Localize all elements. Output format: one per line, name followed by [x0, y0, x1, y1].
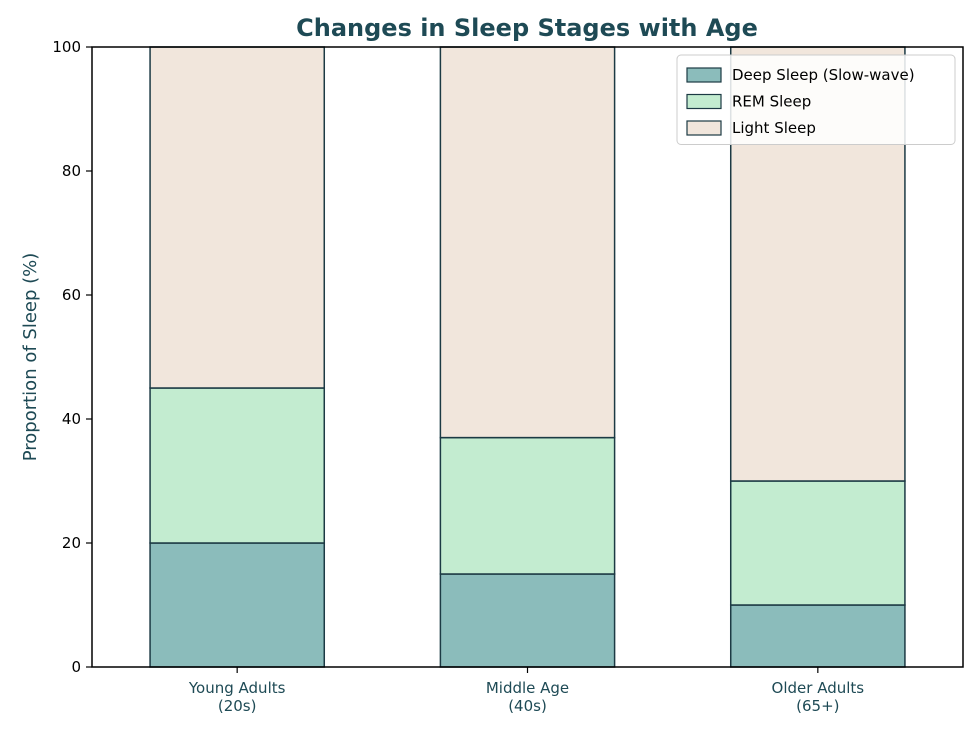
legend: Deep Sleep (Slow-wave) REM Sleep Light Sle… — [676, 54, 956, 145]
y-tick-label-0: 0 — [71, 658, 81, 676]
legend-label-0: Deep Sleep (Slow-wave) — [732, 66, 915, 84]
legend-swatch-2 — [686, 120, 722, 136]
x-tick-label-2: Older Adults (65+) — [772, 679, 865, 715]
bar-0-1 — [439, 573, 616, 668]
x-tick-label-0: Young Adults (20s) — [188, 679, 286, 715]
legend-label-1: REM Sleep — [732, 93, 811, 111]
bar-1-2 — [729, 480, 906, 606]
y-tick-label-4: 80 — [62, 162, 81, 180]
bar-0-2 — [729, 604, 906, 668]
bar-0-0 — [149, 542, 326, 668]
bar-2-1 — [439, 46, 616, 439]
legend-frame — [676, 54, 956, 145]
x-tick-label-1: Middle Age (40s) — [486, 679, 569, 715]
bars — [149, 46, 906, 668]
x-axis-ticks: Young Adults (20s) Middle Age (40s) Older Ad… — [188, 667, 864, 715]
y-tick-label-2: 40 — [62, 410, 81, 428]
bar-1-1 — [439, 436, 616, 575]
y-tick-label-3: 60 — [62, 286, 81, 304]
legend-swatch-0 — [686, 67, 722, 83]
bar-1-0 — [149, 387, 326, 544]
legend-label-2: Light Sleep — [732, 119, 816, 137]
y-axis-ticks: 0 20 40 60 80 100 — [52, 38, 92, 676]
y-tick-label-1: 20 — [62, 534, 81, 552]
y-axis-label: Proportion of Sleep (%) — [20, 253, 41, 462]
bar-2-0 — [149, 46, 326, 389]
y-tick-label-5: 100 — [52, 38, 81, 56]
legend-swatch-1 — [686, 93, 722, 110]
chart-title: Changes in Sleep Stages with Age — [296, 14, 758, 42]
